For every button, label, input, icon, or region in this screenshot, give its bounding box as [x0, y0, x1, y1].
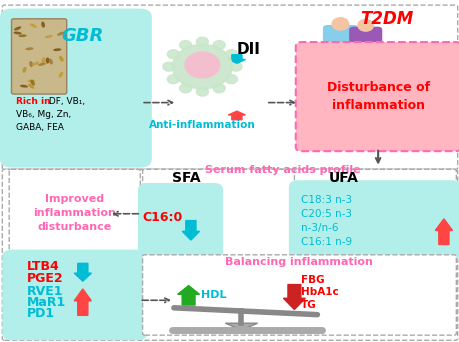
- FancyBboxPatch shape: [138, 183, 223, 260]
- FancyBboxPatch shape: [288, 180, 459, 261]
- Text: Anti-inflammation: Anti-inflammation: [149, 120, 255, 130]
- Ellipse shape: [25, 47, 34, 50]
- Ellipse shape: [42, 57, 45, 63]
- Ellipse shape: [57, 32, 64, 36]
- Circle shape: [172, 44, 232, 89]
- Text: Disturbance of
inflammation: Disturbance of inflammation: [326, 81, 429, 112]
- Ellipse shape: [45, 35, 53, 38]
- Circle shape: [196, 37, 208, 46]
- Polygon shape: [225, 323, 257, 330]
- Text: MaR1: MaR1: [27, 296, 66, 309]
- Circle shape: [167, 50, 179, 59]
- Text: DF, VB₁,: DF, VB₁,: [45, 97, 84, 106]
- Text: Rich in: Rich in: [16, 97, 50, 106]
- Ellipse shape: [32, 62, 39, 66]
- Ellipse shape: [29, 61, 33, 67]
- Ellipse shape: [59, 56, 63, 62]
- Text: HDL: HDL: [201, 290, 226, 300]
- Ellipse shape: [49, 58, 53, 65]
- FancyBboxPatch shape: [295, 42, 459, 151]
- FancyBboxPatch shape: [2, 250, 147, 340]
- FancyBboxPatch shape: [322, 25, 357, 60]
- Polygon shape: [228, 55, 245, 63]
- Polygon shape: [228, 111, 245, 120]
- Circle shape: [213, 84, 225, 93]
- Ellipse shape: [38, 63, 46, 66]
- Text: C16:0: C16:0: [142, 211, 182, 224]
- Ellipse shape: [41, 22, 45, 28]
- Text: GBR: GBR: [62, 27, 104, 45]
- Circle shape: [167, 75, 179, 84]
- Ellipse shape: [22, 67, 27, 73]
- FancyBboxPatch shape: [348, 27, 381, 60]
- Circle shape: [230, 62, 241, 71]
- Ellipse shape: [18, 35, 27, 37]
- Polygon shape: [177, 286, 199, 305]
- Text: GABA, FEA: GABA, FEA: [16, 123, 63, 132]
- Ellipse shape: [30, 23, 37, 28]
- Ellipse shape: [45, 57, 49, 64]
- Polygon shape: [74, 289, 91, 315]
- Ellipse shape: [30, 80, 35, 86]
- FancyBboxPatch shape: [11, 19, 67, 94]
- Ellipse shape: [28, 84, 34, 89]
- Circle shape: [185, 52, 219, 78]
- Text: C18:3 n-3
C20:5 n-3
n-3/n-6
C16:1 n-9: C18:3 n-3 C20:5 n-3 n-3/n-6 C16:1 n-9: [301, 195, 352, 247]
- Text: Serum fatty acids profile: Serum fatty acids profile: [205, 165, 360, 175]
- Text: PD1: PD1: [27, 307, 55, 320]
- Text: SFA: SFA: [172, 171, 200, 185]
- Ellipse shape: [20, 85, 28, 88]
- Circle shape: [225, 75, 237, 84]
- Polygon shape: [74, 263, 91, 281]
- FancyBboxPatch shape: [2, 169, 457, 340]
- Ellipse shape: [53, 48, 61, 51]
- Text: DII: DII: [236, 42, 260, 57]
- Text: FBG
HbA1c
TG: FBG HbA1c TG: [301, 275, 338, 310]
- Text: RVE1: RVE1: [27, 285, 63, 298]
- FancyBboxPatch shape: [9, 169, 140, 256]
- Circle shape: [331, 18, 348, 30]
- Polygon shape: [283, 285, 305, 310]
- Ellipse shape: [27, 79, 35, 82]
- Polygon shape: [182, 221, 199, 240]
- Text: UFA: UFA: [329, 171, 358, 185]
- FancyBboxPatch shape: [142, 169, 296, 256]
- Text: LTB4: LTB4: [27, 260, 59, 273]
- Text: PGE2: PGE2: [27, 272, 63, 285]
- Circle shape: [225, 50, 237, 59]
- FancyBboxPatch shape: [0, 9, 151, 168]
- Circle shape: [179, 41, 191, 50]
- Text: T2DM: T2DM: [359, 10, 412, 28]
- Circle shape: [213, 41, 225, 50]
- FancyBboxPatch shape: [142, 255, 455, 335]
- Circle shape: [196, 87, 208, 96]
- Polygon shape: [434, 219, 452, 245]
- Ellipse shape: [14, 26, 21, 30]
- Text: VB₆, Mg, Zn,: VB₆, Mg, Zn,: [16, 110, 71, 119]
- FancyBboxPatch shape: [294, 169, 455, 256]
- Circle shape: [162, 62, 174, 71]
- Text: Balancing inflammation: Balancing inflammation: [224, 256, 372, 267]
- Ellipse shape: [13, 31, 22, 35]
- Ellipse shape: [58, 72, 63, 78]
- Circle shape: [179, 84, 191, 93]
- FancyBboxPatch shape: [2, 5, 457, 169]
- Circle shape: [357, 19, 373, 31]
- Text: Improved
inflammation
disturbance: Improved inflammation disturbance: [33, 194, 116, 232]
